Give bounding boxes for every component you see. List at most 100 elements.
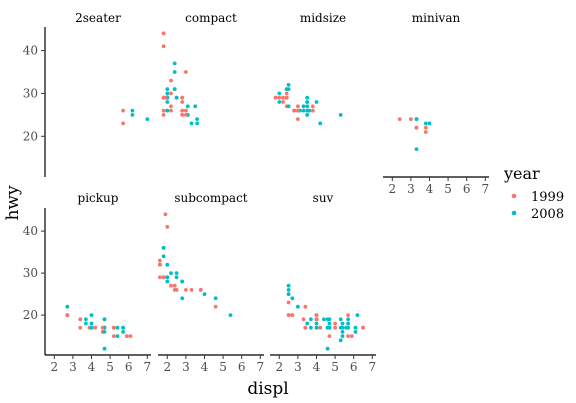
data-point xyxy=(305,113,310,117)
data-point xyxy=(409,117,413,121)
data-point xyxy=(414,147,419,152)
x-tick-label: 3 xyxy=(407,182,415,196)
data-point xyxy=(165,87,170,91)
y-tick-label: 40 xyxy=(23,44,38,58)
data-point xyxy=(169,91,173,96)
data-point xyxy=(213,296,218,301)
data-point xyxy=(180,100,185,104)
y-tick-label: 30 xyxy=(23,86,38,100)
data-point xyxy=(305,104,310,109)
data-point xyxy=(174,95,179,100)
data-point xyxy=(202,292,207,296)
data-point xyxy=(325,346,330,351)
data-point xyxy=(145,117,150,121)
data-point xyxy=(346,317,350,322)
x-tick-label: 6 xyxy=(125,360,133,374)
data-point xyxy=(340,334,345,338)
y-tick-label: 20 xyxy=(23,129,38,143)
data-point xyxy=(333,321,337,326)
facet-strip-label: compact xyxy=(185,11,237,25)
data-point xyxy=(172,61,177,66)
data-point xyxy=(165,108,170,113)
facet-strip-label: pickup xyxy=(78,191,119,205)
data-point xyxy=(281,100,285,104)
data-point xyxy=(296,117,300,121)
facet-panel: pickup 20 30 40 2 3 4 5 6 7 xyxy=(23,191,151,374)
data-point xyxy=(322,317,326,322)
data-point xyxy=(290,296,295,301)
data-point xyxy=(111,325,116,330)
facet-panel: midsize xyxy=(273,11,346,126)
data-point xyxy=(89,325,94,330)
data-point xyxy=(301,317,306,322)
data-point xyxy=(172,87,177,91)
data-point xyxy=(84,317,88,322)
data-point xyxy=(158,262,162,267)
data-point xyxy=(284,91,289,96)
data-point xyxy=(180,279,185,284)
data-point xyxy=(353,330,358,334)
data-point xyxy=(338,317,343,322)
data-point xyxy=(158,258,162,263)
data-point xyxy=(180,108,185,113)
data-point xyxy=(314,325,319,330)
data-point xyxy=(277,91,282,96)
x-tick-label: 7 xyxy=(368,360,376,374)
data-point xyxy=(286,283,291,288)
data-point xyxy=(423,125,428,130)
data-point xyxy=(314,321,319,326)
data-point xyxy=(314,100,319,104)
data-point xyxy=(286,83,291,87)
y-tick-label: 40 xyxy=(23,224,38,238)
data-point xyxy=(121,325,125,330)
data-point xyxy=(286,288,291,292)
data-point xyxy=(325,317,330,322)
data-point xyxy=(198,288,203,292)
data-point xyxy=(327,334,332,338)
data-point xyxy=(228,313,233,317)
data-point xyxy=(277,95,282,100)
data-point xyxy=(180,95,185,100)
data-point xyxy=(165,275,170,280)
data-point xyxy=(414,117,419,121)
data-point xyxy=(340,330,345,334)
data-point xyxy=(180,296,185,301)
data-point xyxy=(89,313,94,317)
data-point xyxy=(169,104,173,109)
data-point xyxy=(158,275,162,280)
data-point xyxy=(184,108,188,113)
data-point xyxy=(338,113,343,117)
data-point xyxy=(93,325,98,330)
data-point xyxy=(115,334,120,338)
legend-key xyxy=(511,210,517,216)
facet-panel: suv 2 3 4 5 6 7 xyxy=(270,191,376,374)
data-point xyxy=(84,321,88,326)
data-point xyxy=(102,346,107,351)
facet-strip-label: suv xyxy=(313,191,334,205)
data-point xyxy=(327,321,332,326)
data-point xyxy=(286,313,291,317)
x-tick-label: 6 xyxy=(463,182,471,196)
facet-strip-label: minivan xyxy=(412,11,461,25)
data-point xyxy=(303,304,308,309)
data-point xyxy=(296,304,300,309)
data-point xyxy=(161,275,166,280)
data-point xyxy=(213,304,218,309)
data-point xyxy=(165,262,170,267)
x-tick-label: 7 xyxy=(256,360,264,374)
x-tick-label: 5 xyxy=(331,360,339,374)
x-tick-label: 5 xyxy=(106,360,114,374)
data-point xyxy=(165,279,170,284)
data-point xyxy=(128,334,133,338)
facet-strip-label: midsize xyxy=(300,11,346,25)
facet-panel: 2seater 20 30 40 xyxy=(23,11,150,177)
data-point xyxy=(301,104,306,109)
data-point xyxy=(277,100,282,104)
data-point xyxy=(169,78,173,83)
data-point xyxy=(165,91,170,96)
data-point xyxy=(195,121,200,126)
data-point xyxy=(333,325,337,330)
data-point xyxy=(130,108,135,113)
data-point xyxy=(184,113,188,117)
